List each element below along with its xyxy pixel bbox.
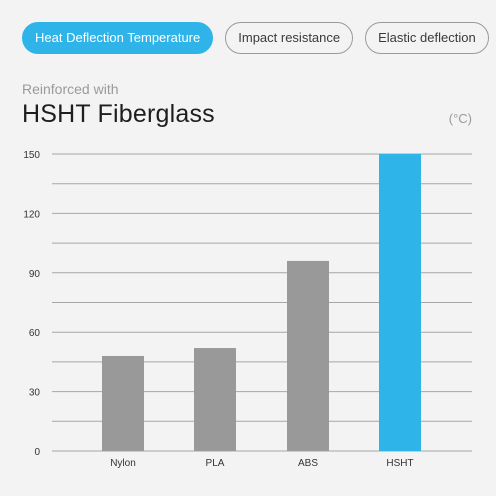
x-tick-label: PLA xyxy=(206,458,225,469)
y-tick-label: 30 xyxy=(29,388,41,399)
x-tick-label: HSHT xyxy=(386,458,413,469)
y-tick-label: 120 xyxy=(23,209,40,220)
y-tick-label: 150 xyxy=(23,150,40,161)
bar-pla xyxy=(194,348,236,451)
tab-heat-deflection-temperature[interactable]: Heat Deflection Temperature xyxy=(22,22,214,54)
chart-title: HSHT Fiberglass xyxy=(22,100,215,128)
x-tick-label: ABS xyxy=(298,458,318,469)
y-tick-label: 0 xyxy=(34,447,40,458)
bar-nylon xyxy=(102,355,144,451)
y-tick-label: 60 xyxy=(29,328,41,339)
y-tick-label: 90 xyxy=(29,269,41,280)
tab-impact-resistance[interactable]: Impact resistance xyxy=(225,22,354,54)
tab-elastic-deflection[interactable]: Elastic deflection xyxy=(365,22,489,54)
unit-label: (°C) xyxy=(448,111,472,126)
bar-abs xyxy=(287,260,329,451)
x-tick-label: Nylon xyxy=(110,458,136,469)
tab-bar: Heat Deflection Temperature Impact resis… xyxy=(22,22,489,54)
bar-hsht xyxy=(379,154,421,451)
chart-subtitle: Reinforced with xyxy=(22,81,119,97)
